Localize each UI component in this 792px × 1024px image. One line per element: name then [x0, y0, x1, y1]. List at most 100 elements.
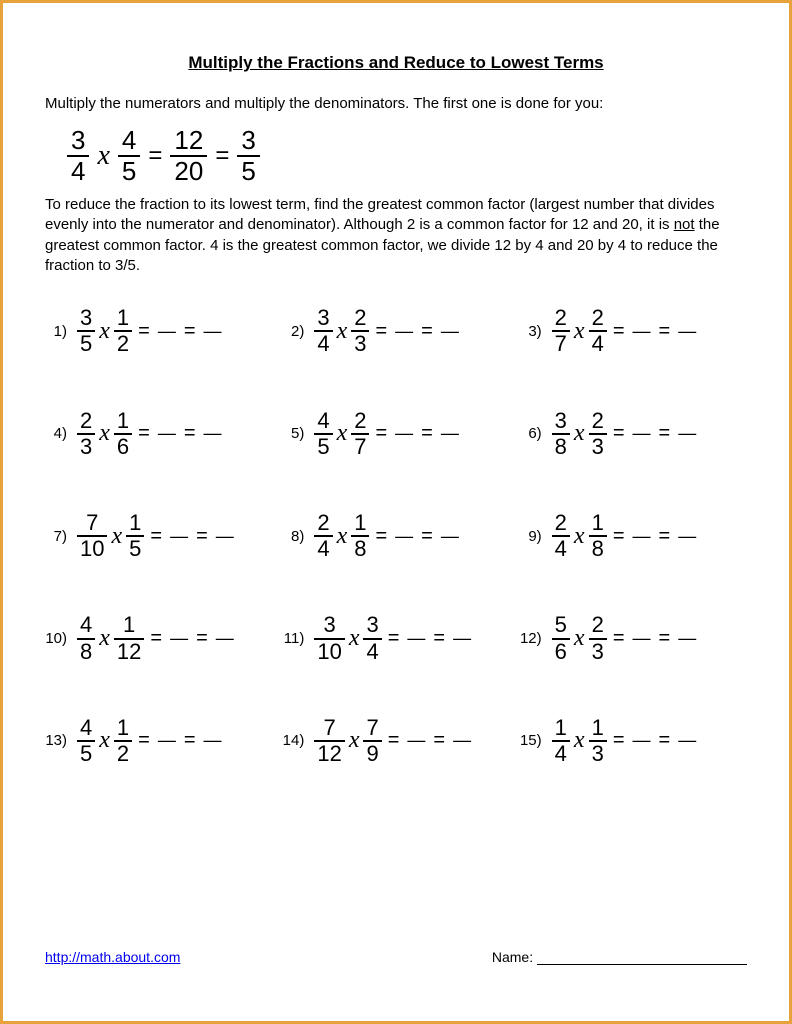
problem-item: 7)710x15=—=—: [45, 511, 272, 561]
equals-symbol: =: [659, 525, 671, 548]
problems-grid: 1)35x12=—=—2)34x23=—=—3)27x24=—=—4)23x16…: [45, 306, 747, 766]
equals-symbol: =: [138, 422, 150, 445]
problem-item: 12)56x23=—=—: [520, 613, 747, 663]
multiply-symbol: x: [337, 523, 348, 550]
answer-blank: —: [453, 628, 471, 649]
equals-symbol: =: [613, 729, 625, 752]
answer-blank: —: [204, 423, 222, 444]
equals-symbol: =: [196, 627, 208, 650]
answer-blank: —: [633, 730, 651, 751]
answer-blank: —: [633, 321, 651, 342]
problem-item: 15)14x13=—=—: [520, 716, 747, 766]
answer-blank: —: [441, 526, 459, 547]
multiply-symbol: x: [574, 727, 585, 754]
answer-blank: —: [158, 423, 176, 444]
answer-blank: —: [216, 526, 234, 547]
multiply-symbol: x: [99, 625, 110, 652]
worksheet-title: Multiply the Fractions and Reduce to Low…: [45, 53, 747, 73]
problem-fraction-2: 27: [351, 409, 369, 459]
example-result: 12 20: [170, 126, 207, 185]
answer-blank: —: [633, 526, 651, 547]
problem-item: 2)34x23=—=—: [282, 306, 509, 356]
problem-fraction-2: 112: [114, 613, 144, 663]
problem-fraction-2: 79: [363, 716, 381, 766]
problem-fraction-1: 24: [314, 511, 332, 561]
answer-blank: —: [633, 628, 651, 649]
multiply-symbol: x: [349, 625, 360, 652]
problem-fraction-1: 27: [552, 306, 570, 356]
equals-symbol: =: [421, 525, 433, 548]
equals-symbol: =: [138, 320, 150, 343]
problem-fraction-2: 12: [114, 306, 132, 356]
equals-symbol: =: [613, 320, 625, 343]
equals-symbol: =: [150, 525, 162, 548]
equals-symbol: =: [388, 729, 400, 752]
answer-blank: —: [204, 321, 222, 342]
equals-symbol: =: [659, 320, 671, 343]
problem-item: 1)35x12=—=—: [45, 306, 272, 356]
answer-blank: —: [407, 730, 425, 751]
multiply-symbol: x: [99, 727, 110, 754]
problem-fraction-2: 18: [589, 511, 607, 561]
problem-item: 13)45x12=—=—: [45, 716, 272, 766]
problem-fraction-1: 712: [314, 716, 344, 766]
problem-fraction-2: 24: [589, 306, 607, 356]
equals-symbol: =: [375, 422, 387, 445]
problem-number: 12): [520, 630, 542, 647]
equals-symbol: =: [184, 320, 196, 343]
source-link[interactable]: http://math.about.com: [45, 949, 180, 965]
multiply-symbol: x: [574, 523, 585, 550]
multiply-symbol: x: [111, 523, 122, 550]
problem-item: 11)310x34=—=—: [282, 613, 509, 663]
equals-symbol: =: [433, 729, 445, 752]
equals-symbol: =: [433, 627, 445, 650]
multiply-symbol: x: [97, 140, 109, 172]
problem-fraction-1: 45: [314, 409, 332, 459]
problem-number: 10): [45, 630, 67, 647]
problem-fraction-2: 23: [351, 306, 369, 356]
answer-blank: —: [678, 628, 696, 649]
problem-fraction-2: 18: [351, 511, 369, 561]
problem-fraction-1: 710: [77, 511, 107, 561]
equals-symbol: =: [150, 627, 162, 650]
problem-fraction-2: 16: [114, 409, 132, 459]
equals-symbol: =: [375, 525, 387, 548]
equals-symbol: =: [613, 422, 625, 445]
answer-blank: —: [158, 730, 176, 751]
problem-fraction-1: 38: [552, 409, 570, 459]
answer-blank: —: [407, 628, 425, 649]
multiply-symbol: x: [99, 318, 110, 345]
answer-blank: —: [216, 628, 234, 649]
equals-symbol: =: [659, 729, 671, 752]
problem-fraction-2: 12: [114, 716, 132, 766]
explanation-text: To reduce the fraction to its lowest ter…: [45, 195, 747, 276]
answer-blank: —: [678, 730, 696, 751]
problem-item: 6)38x23=—=—: [520, 409, 747, 459]
problem-fraction-1: 45: [77, 716, 95, 766]
worksheet-footer: http://math.about.com Name:: [45, 949, 747, 965]
equals-symbol: =: [659, 422, 671, 445]
problem-fraction-2: 23: [589, 613, 607, 663]
problem-number: 2): [282, 323, 304, 340]
problem-item: 3)27x24=—=—: [520, 306, 747, 356]
problem-number: 15): [520, 732, 542, 749]
example-reduced: 3 5: [237, 126, 259, 185]
answer-blank: —: [395, 423, 413, 444]
answer-blank: —: [678, 321, 696, 342]
equals-symbol: =: [421, 422, 433, 445]
problem-fraction-1: 34: [314, 306, 332, 356]
problem-number: 5): [282, 425, 304, 442]
problem-fraction-1: 48: [77, 613, 95, 663]
answer-blank: —: [441, 321, 459, 342]
problem-item: 10)48x112=—=—: [45, 613, 272, 663]
equals-symbol: =: [375, 320, 387, 343]
problem-item: 9)24x18=—=—: [520, 511, 747, 561]
name-blank-line[interactable]: [537, 964, 747, 965]
answer-blank: —: [633, 423, 651, 444]
answer-blank: —: [441, 423, 459, 444]
problem-fraction-1: 14: [552, 716, 570, 766]
problem-fraction-1: 35: [77, 306, 95, 356]
equals-symbol: =: [613, 627, 625, 650]
problem-number: 8): [282, 528, 304, 545]
equals-symbol: =: [659, 627, 671, 650]
